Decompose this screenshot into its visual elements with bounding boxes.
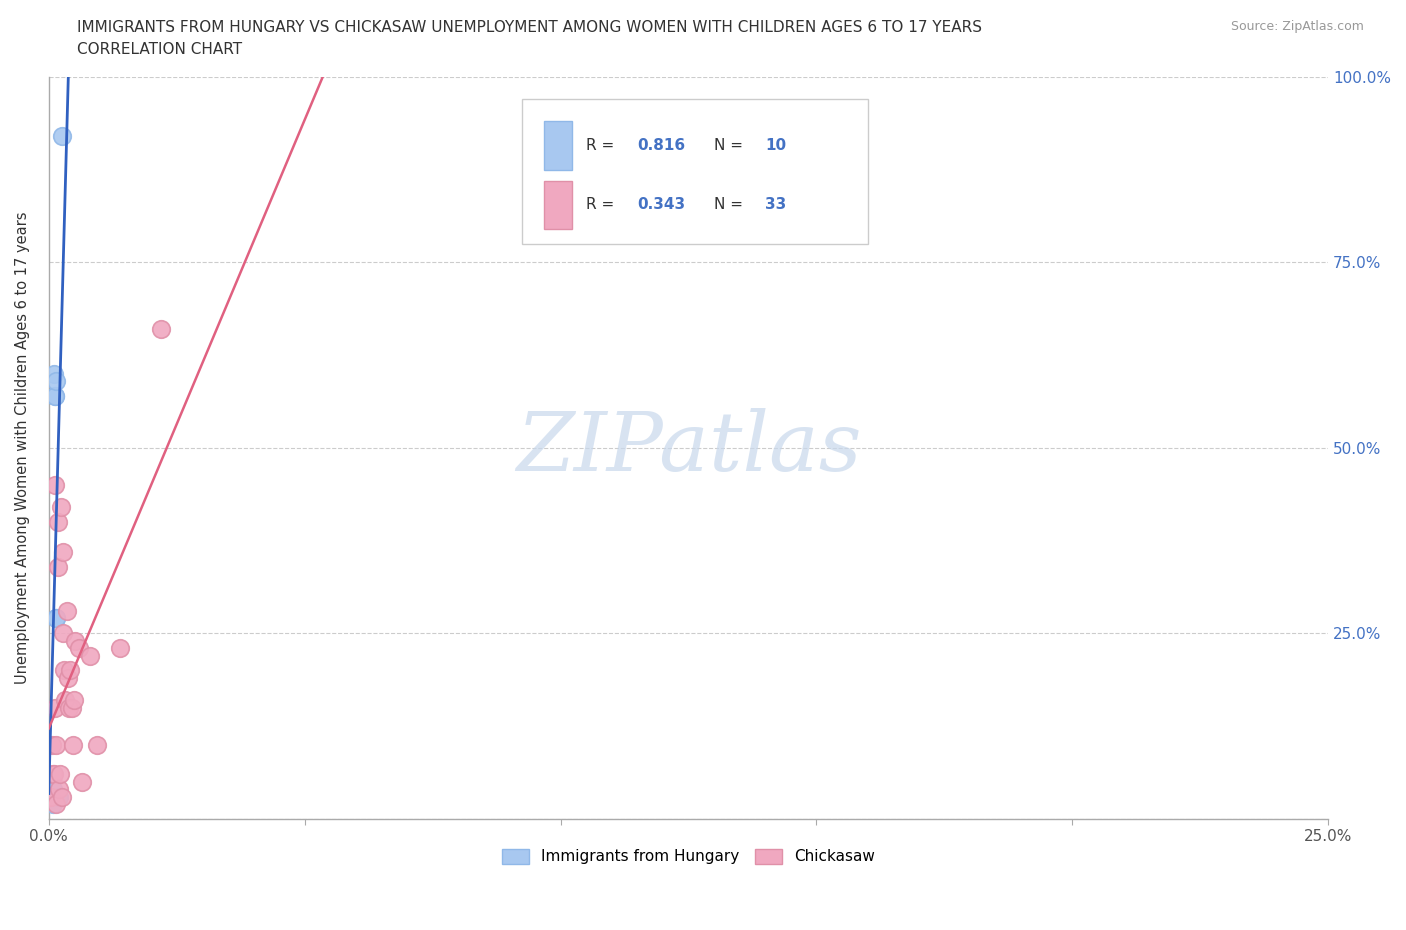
Point: [39, 790, 62, 804]
Point: [46, 559, 69, 574]
Point: [42, 782, 65, 797]
Point: [49, 499, 72, 514]
Legend: Immigrants from Hungary, Chickasaw: Immigrants from Hungary, Chickasaw: [495, 843, 882, 870]
Point: [62, 737, 84, 752]
Text: IMMIGRANTS FROM HUNGARY VS CHICKASAW UNEMPLOYMENT AMONG WOMEN WITH CHILDREN AGES: IMMIGRANTS FROM HUNGARY VS CHICKASAW UNE…: [77, 20, 983, 35]
Point: [65, 633, 87, 648]
Point: [45, 374, 67, 389]
Point: [42, 767, 65, 782]
Text: 10: 10: [765, 138, 786, 153]
Text: Source: ZipAtlas.com: Source: ZipAtlas.com: [1230, 20, 1364, 33]
Text: 33: 33: [765, 197, 786, 212]
Point: [58, 671, 80, 685]
Point: [51, 790, 73, 804]
Point: [45, 611, 67, 626]
Point: [150, 322, 173, 337]
Point: [46, 514, 69, 529]
Point: [45, 797, 67, 812]
Point: [44, 700, 66, 715]
Point: [110, 641, 132, 656]
Text: R =: R =: [586, 138, 614, 153]
Point: [58, 700, 80, 715]
Point: [42, 767, 65, 782]
Point: [48, 782, 70, 797]
Point: [86, 737, 108, 752]
Point: [63, 693, 86, 708]
Point: [48, 790, 70, 804]
Text: N =: N =: [714, 138, 742, 153]
Text: 0.343: 0.343: [637, 197, 685, 212]
Point: [49, 767, 72, 782]
Text: CORRELATION CHART: CORRELATION CHART: [77, 42, 242, 57]
Point: [53, 693, 76, 708]
Text: 0.816: 0.816: [637, 138, 685, 153]
Point: [42, 366, 65, 381]
Point: [70, 775, 93, 790]
Point: [53, 663, 76, 678]
Point: [60, 700, 83, 715]
Point: [79, 648, 101, 663]
Point: [51, 128, 73, 143]
Text: R =: R =: [586, 197, 614, 212]
Point: [44, 477, 66, 492]
Point: [42, 797, 65, 812]
Point: [44, 389, 66, 404]
Point: [44, 389, 66, 404]
FancyBboxPatch shape: [544, 121, 572, 169]
Point: [52, 544, 75, 559]
Point: [45, 737, 67, 752]
Text: N =: N =: [714, 197, 742, 212]
Point: [41, 737, 63, 752]
Point: [69, 641, 91, 656]
Point: [39, 790, 62, 804]
Point: [52, 626, 75, 641]
FancyBboxPatch shape: [522, 100, 868, 244]
Point: [45, 611, 67, 626]
Point: [59, 663, 82, 678]
Y-axis label: Unemployment Among Women with Children Ages 6 to 17 years: Unemployment Among Women with Children A…: [15, 212, 30, 684]
Point: [55, 604, 77, 618]
FancyBboxPatch shape: [544, 180, 572, 229]
Text: ZIPatlas: ZIPatlas: [516, 408, 862, 488]
